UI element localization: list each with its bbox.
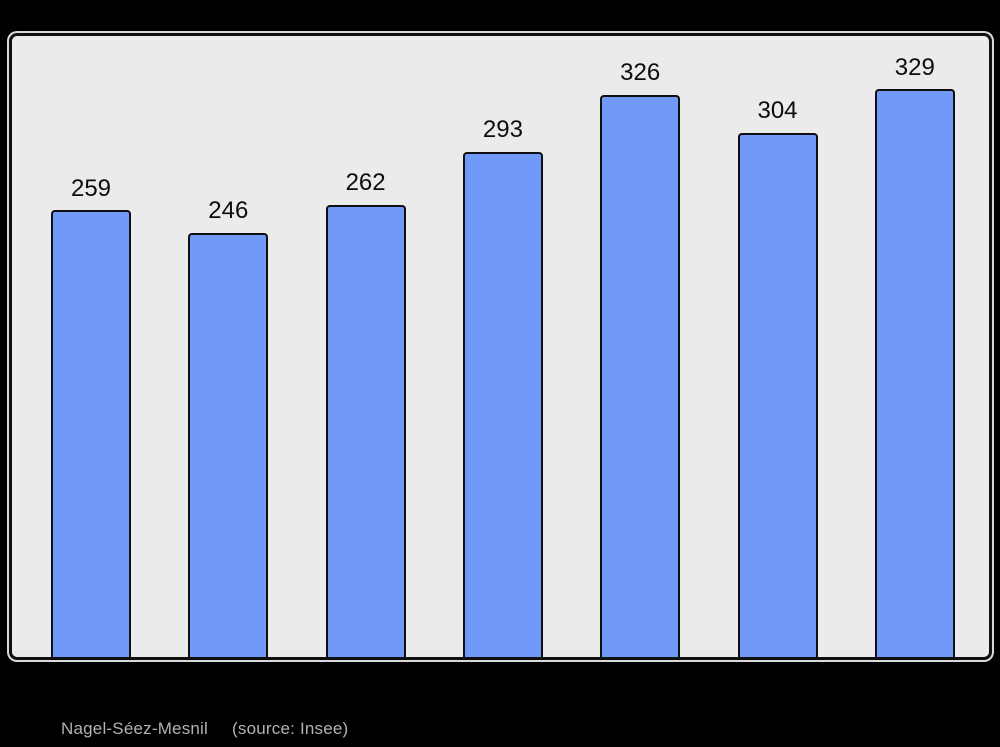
bar (737, 132, 818, 657)
bar-value-label: 262 (345, 169, 386, 197)
population-chart-panel: 259 246 262 293 326 304 329 (9, 33, 992, 660)
bar (462, 151, 543, 657)
chart-caption: Nagel-Séez-Mesnil (source: Insee) (61, 718, 348, 740)
bar-value-label: 259 (70, 174, 112, 202)
bar (874, 89, 955, 657)
commune-name: Nagel-Séez-Mesnil (61, 719, 209, 738)
bar-value-label: 293 (482, 115, 523, 143)
bar-value-label: 246 (208, 197, 249, 225)
bar (51, 210, 131, 657)
bar (325, 205, 406, 657)
bar-value-label: 329 (894, 53, 935, 81)
plot-area: 259 246 262 293 326 304 329 (12, 36, 989, 657)
bar-value-label: 326 (620, 59, 661, 87)
bar (188, 232, 269, 657)
source-text: (source: Insee) (232, 719, 349, 738)
bar (600, 94, 681, 657)
bar-value-label: 304 (757, 97, 798, 125)
